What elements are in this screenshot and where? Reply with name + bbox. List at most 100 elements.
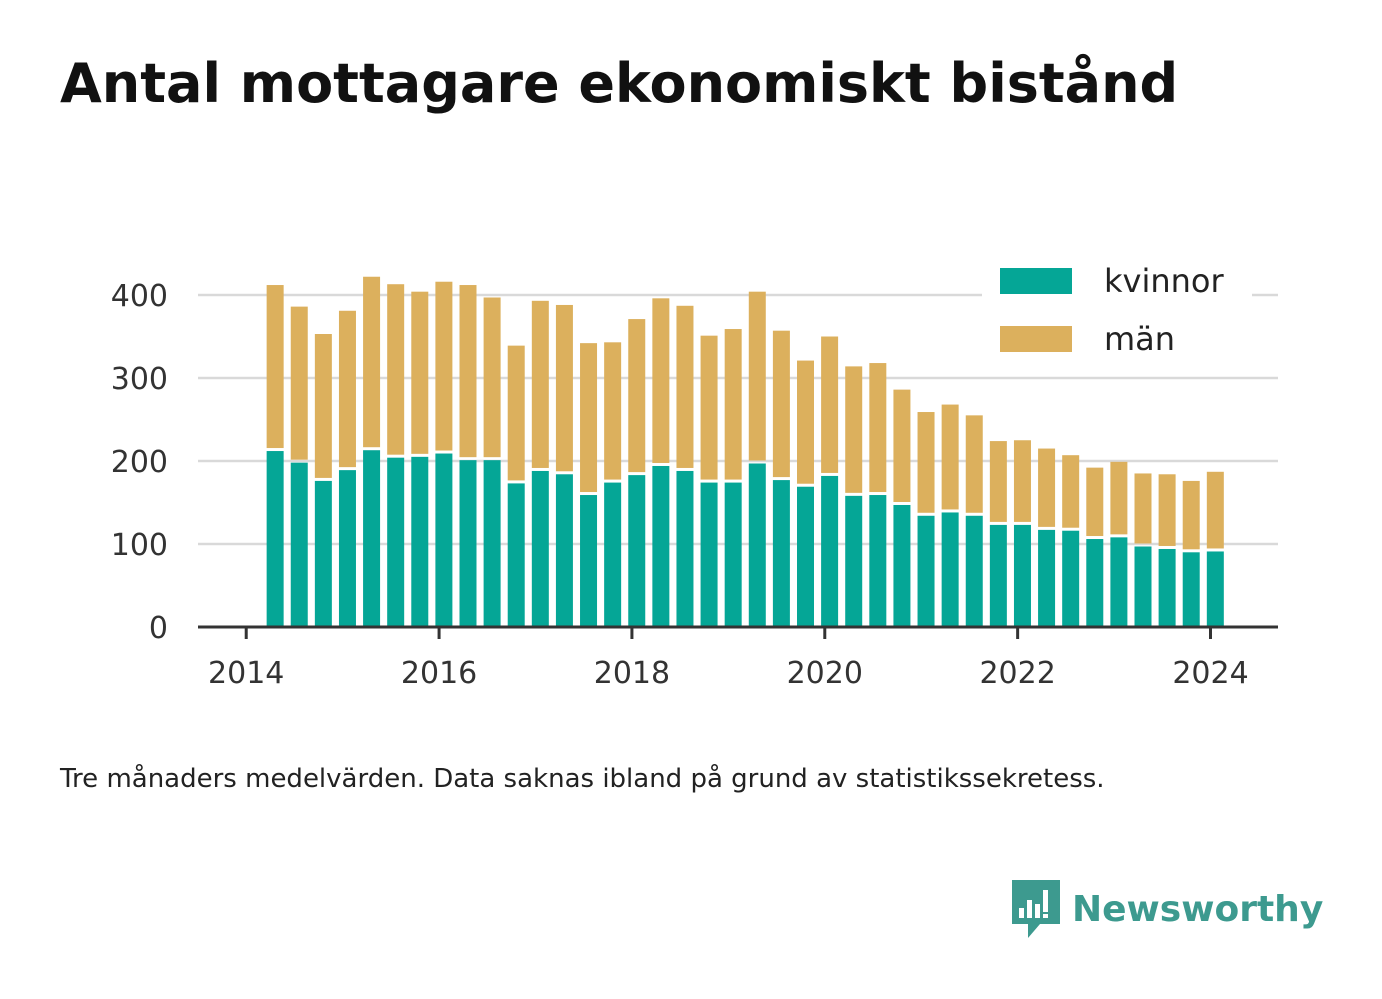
bar-kvinnor — [1110, 537, 1128, 627]
bar-man — [748, 291, 766, 461]
bar-man — [1086, 467, 1104, 537]
x-tick-label: 2022 — [979, 656, 1055, 691]
bar-kvinnor — [459, 460, 477, 627]
bar-man — [363, 276, 381, 448]
bar-kvinnor — [700, 482, 718, 627]
x-tick-label: 2014 — [208, 656, 284, 691]
bar-kvinnor — [941, 512, 959, 627]
legend-swatch — [1000, 326, 1072, 352]
bar-kvinnor — [772, 480, 790, 627]
bar-kvinnor — [652, 465, 670, 627]
bar-kvinnor — [483, 460, 501, 627]
bar-kvinnor — [1062, 530, 1080, 627]
bar-kvinnor — [1013, 524, 1031, 627]
legend-label: män — [1104, 320, 1175, 358]
y-tick-label: 400 — [111, 279, 168, 314]
bar-kvinnor — [314, 480, 332, 627]
bar-kvinnor — [748, 463, 766, 627]
bar-man — [531, 300, 549, 468]
bar-man — [1013, 440, 1031, 522]
legend-swatch — [1000, 268, 1072, 294]
bar-man — [989, 441, 1007, 522]
bar-kvinnor — [724, 482, 742, 627]
bar-kvinnor — [965, 515, 983, 627]
bar-kvinnor — [893, 504, 911, 627]
bar-man — [941, 404, 959, 510]
bar-man — [676, 305, 694, 468]
chart-note: Tre månaders medelvärden. Data saknas ib… — [60, 764, 1105, 794]
bar-man — [604, 342, 622, 480]
bar-man — [821, 336, 839, 473]
bar-man — [1182, 480, 1200, 550]
bar-kvinnor — [1134, 546, 1152, 627]
bar-man — [893, 389, 911, 502]
bar-kvinnor — [1086, 539, 1104, 627]
bar-kvinnor — [290, 462, 308, 627]
bar-man — [724, 329, 742, 480]
bar-kvinnor — [507, 483, 525, 627]
bar-kvinnor — [363, 450, 381, 627]
y-tick-label: 200 — [111, 445, 168, 480]
y-tick-label: 100 — [111, 528, 168, 563]
bar-man — [387, 284, 405, 455]
x-tick-label: 2018 — [594, 656, 670, 691]
bar-man — [965, 415, 983, 513]
bar-man — [628, 319, 646, 473]
bar-man — [1110, 461, 1128, 535]
x-tick-label: 2020 — [787, 656, 863, 691]
x-tick-label: 2024 — [1172, 656, 1248, 691]
bar-kvinnor — [604, 482, 622, 627]
bar-kvinnor — [989, 524, 1007, 627]
bar-man — [555, 304, 573, 472]
bar-kvinnor — [555, 474, 573, 627]
bar-man — [1062, 455, 1080, 528]
bar-kvinnor — [821, 475, 839, 627]
bar-man — [1206, 471, 1224, 549]
bar-kvinnor — [797, 486, 814, 627]
y-tick-label: 300 — [111, 362, 168, 397]
bar-kvinnor — [917, 515, 935, 627]
bar-kvinnor — [338, 470, 356, 627]
bar-man — [314, 334, 332, 478]
brand-logo: Newsworthy — [1010, 878, 1323, 940]
newsworthy-logo-icon — [1012, 880, 1060, 938]
bar-man — [411, 291, 429, 454]
bar-man — [580, 343, 598, 493]
bar-kvinnor — [266, 451, 284, 627]
bar-kvinnor — [1182, 552, 1200, 627]
x-tick-label: 2016 — [401, 656, 477, 691]
bar-man — [845, 366, 863, 493]
bar-kvinnor — [531, 470, 549, 627]
bar-man — [917, 412, 935, 513]
axes: 0 100 200 300 400 2014 2016 2018 2020 2022 2024 — [111, 279, 1278, 691]
bar-kvinnor — [387, 457, 405, 627]
bar-man — [1134, 473, 1152, 544]
bar-kvinnor — [869, 495, 887, 627]
bar-kvinnor — [580, 495, 598, 627]
bar-kvinnor — [628, 475, 646, 627]
bar-kvinnor — [1206, 551, 1224, 627]
bar-kvinnor — [676, 470, 694, 627]
bars — [266, 276, 1224, 627]
bar-man — [1158, 474, 1176, 546]
bar-kvinnor — [845, 495, 863, 627]
bar-man — [700, 335, 718, 480]
bar-man — [483, 297, 501, 458]
y-tick-label: 0 — [149, 611, 168, 646]
bar-kvinnor — [411, 456, 429, 627]
bar-kvinnor — [1038, 529, 1056, 627]
bar-man — [507, 345, 525, 481]
bar-man — [772, 330, 790, 478]
brand-name: Newsworthy — [1072, 888, 1324, 930]
bar-man — [266, 285, 284, 449]
legend: kvinnor män — [982, 258, 1252, 370]
bar-kvinnor — [435, 453, 453, 627]
bar-kvinnor — [1158, 548, 1176, 627]
bar-man — [797, 360, 814, 484]
bar-man — [1038, 448, 1056, 527]
bar-man — [338, 310, 356, 468]
bar-man — [652, 298, 670, 463]
bar-man — [435, 281, 453, 451]
bar-man — [869, 363, 887, 493]
